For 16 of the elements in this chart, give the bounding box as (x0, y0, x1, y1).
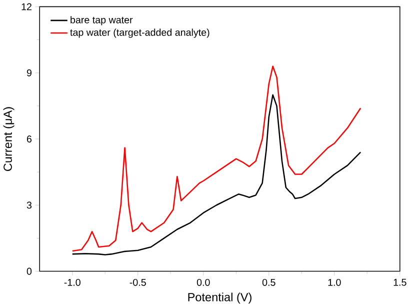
x-tick-label: -0.5 (130, 278, 146, 286)
line-series (72, 94, 362, 256)
y-tick-label: 0 (26, 268, 32, 275)
x-tick-label: 0.5 (262, 278, 276, 286)
x-tick-label: 1.5 (394, 278, 406, 286)
y-axis-title: Current (μA) (3, 107, 14, 171)
legend-label: bare tap water (70, 16, 133, 26)
y-tick-label: 12 (22, 3, 32, 10)
x-tick-label: -1.0 (64, 278, 80, 286)
legend-label: tap water (target-added analyte) (70, 28, 210, 38)
y-tick-label: 9 (26, 69, 32, 76)
x-axis-title: Potential (V) (188, 292, 252, 304)
y-tick-label: 6 (26, 136, 32, 143)
x-tick-label: 0.0 (196, 278, 210, 286)
y-tick-label: 3 (26, 202, 32, 209)
x-tick-label: 1.0 (328, 278, 341, 286)
